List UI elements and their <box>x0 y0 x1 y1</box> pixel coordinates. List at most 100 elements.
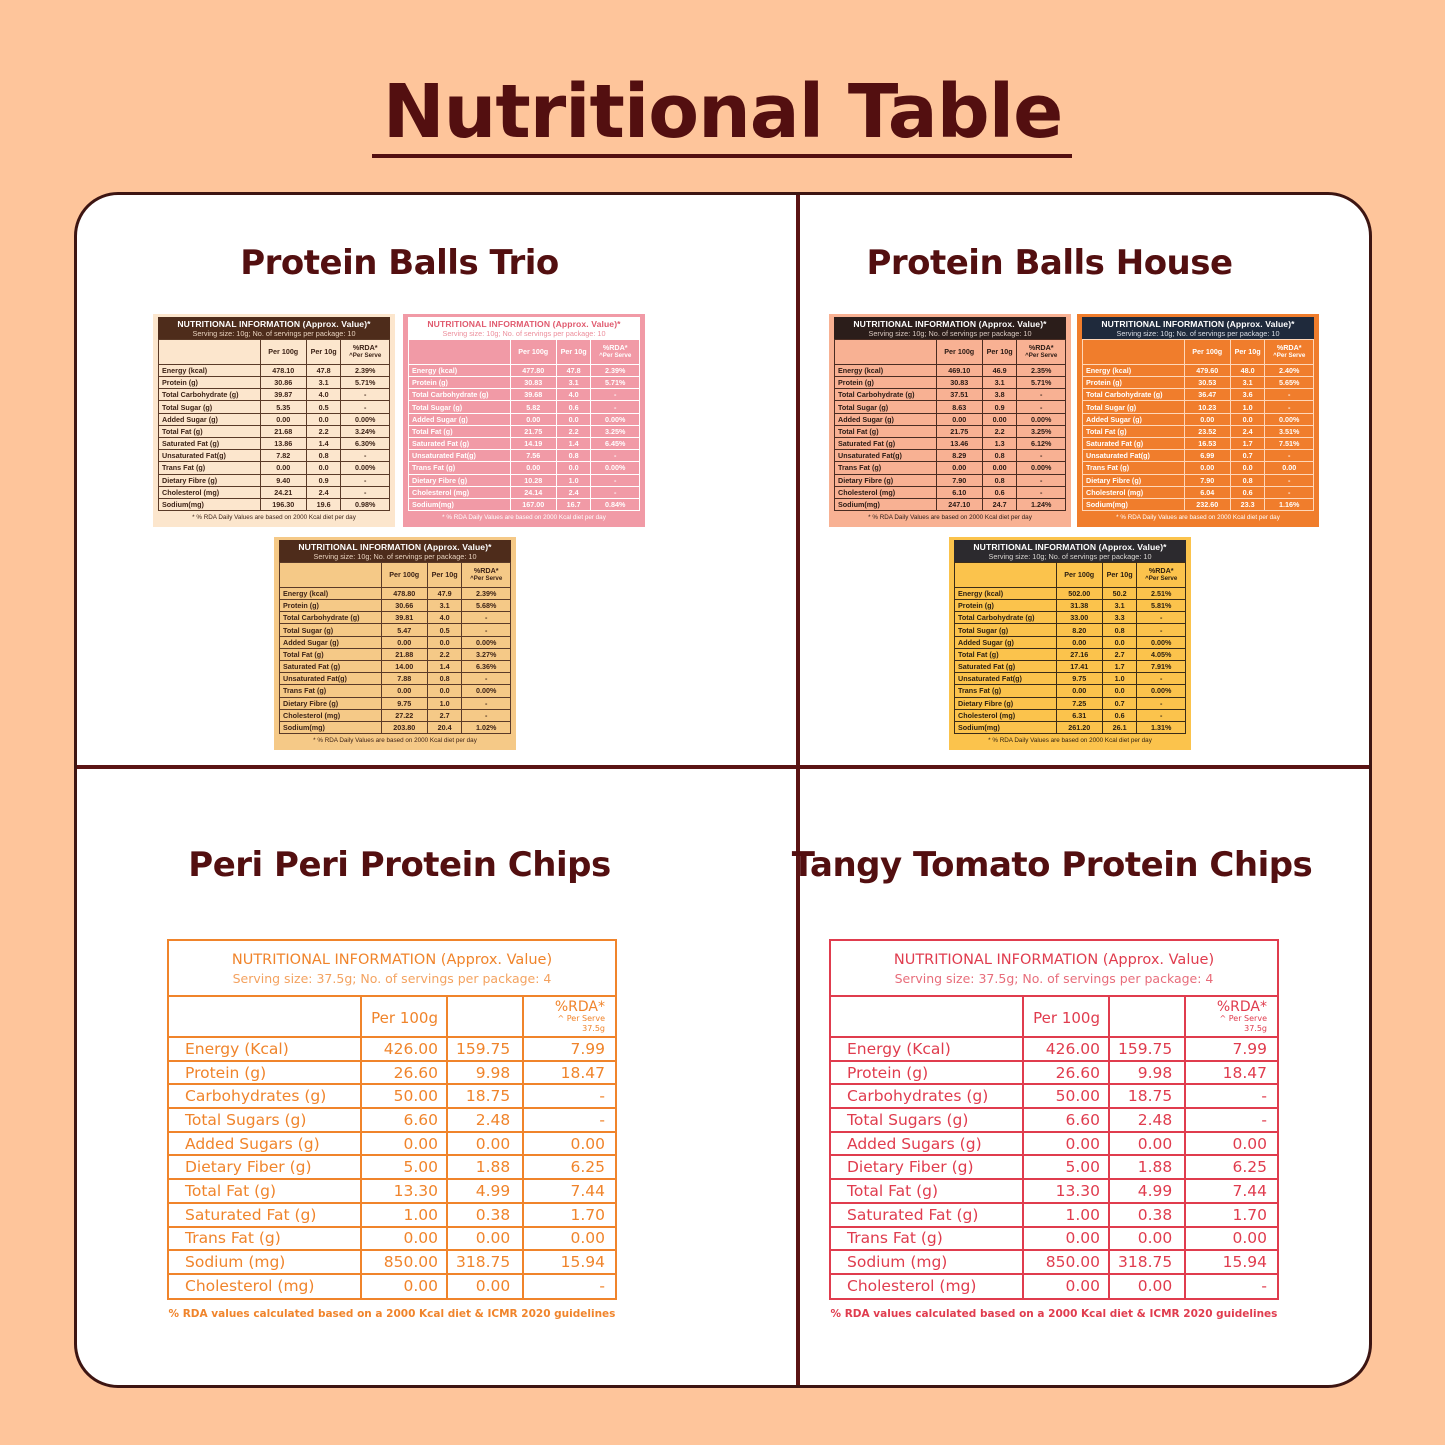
value-rda: - <box>523 1084 615 1110</box>
value-per-10g: 1.7 <box>1101 660 1138 674</box>
value-per-100g: 50.00 <box>361 1084 448 1110</box>
table-row: Dietary Fibre (g) 7.25 0.7- <box>954 696 1186 710</box>
chips-nutrition-table-peri: NUTRITIONAL INFORMATION (Approx. Value) … <box>167 939 617 1320</box>
value-per-10g: 3.1 <box>1101 599 1138 613</box>
header-per-100g: Per 100g <box>259 338 307 365</box>
card-serving-info: Serving size: 10g; No. of servings per p… <box>988 551 1152 561</box>
value-per-10g: 48.0 <box>1229 363 1266 378</box>
nutrient-label: Saturated Fat (g) <box>1082 437 1185 451</box>
value-rda: 2.39% <box>590 363 640 378</box>
value-per-serve: 4.99 <box>447 1179 525 1204</box>
rda-label: %RDA* <box>352 342 378 352</box>
header-nutrient <box>279 561 382 588</box>
value-rda: 3.25% <box>1016 424 1066 439</box>
card-footnote: * % RDA Daily Values are based on 2000 K… <box>442 514 606 522</box>
value-rda: 5.71% <box>340 376 390 390</box>
nutrition-table: Per 100g Per 10g %RDA* ^Per Serve Energy … <box>954 561 1186 735</box>
table-row: Saturated Fat (g) 14.00 1.4 6.36% <box>279 660 511 674</box>
header-per-100g: Per 100g <box>1055 561 1103 588</box>
nutrient-label: Cholesterol (mg) <box>1082 485 1185 499</box>
nutrient-label: Total Carbohydrate (g) <box>834 388 937 402</box>
table-row: Cholesterol (mg) 24.21 2.4- <box>158 485 390 499</box>
table-row: Added Sugar (g) 0.00 0.00 0.00% <box>834 412 1066 426</box>
value-per-100g: 0.00 <box>1023 1273 1110 1298</box>
table-row: Trans Fat (g) 0.00 0.0 0.00% <box>279 684 511 698</box>
value-per-100g: 6.04 <box>1183 485 1231 499</box>
chips-header: NUTRITIONAL INFORMATION (Approx. Value) … <box>169 941 615 997</box>
header-per-serve <box>1109 997 1187 1038</box>
table-row: Protein (g) 30.66 3.1 5.68% <box>279 599 511 613</box>
value-rda: 7.99 <box>1185 1037 1277 1062</box>
value-rda: 6.36% <box>461 660 511 674</box>
value-per-serve: 9.98 <box>447 1060 525 1086</box>
value-per-100g: 13.30 <box>1023 1179 1110 1204</box>
value-per-100g: 26.60 <box>361 1060 448 1086</box>
rda-sub-label: ^Per Serve <box>599 351 632 359</box>
nutrient-label: Total Fat (g) <box>831 1179 1024 1204</box>
chips-table-box: NUTRITIONAL INFORMATION (Approx. Value) … <box>829 939 1279 1300</box>
value-per-10g: 0.0 <box>1101 684 1138 698</box>
table-row: Total Sugar (g) 8.63 0.9- <box>834 400 1066 414</box>
value-per-100g: 33.00 <box>1055 611 1103 625</box>
value-rda: 0.00% <box>1264 412 1314 426</box>
value-rda: - <box>1264 485 1314 499</box>
value-per-100g: 0.00 <box>380 684 428 698</box>
value-per-10g: 2.2 <box>426 647 463 662</box>
table-row: Energy (kcal) 478.80 47.9 2.39% <box>279 586 511 601</box>
value-per-10g: 0.0 <box>305 412 342 426</box>
table-row: Sodium(mg) 247.10 24.7 1.24% <box>834 497 1066 512</box>
header-per-100g: Per 100g <box>1183 338 1231 365</box>
value-per-100g: 0.00 <box>361 1131 448 1157</box>
value-per-10g: 2.2 <box>555 424 592 439</box>
nutrition-table: Per 100g Per 10g %RDA* ^Per Serve Energy … <box>408 338 640 512</box>
table-row: Sodium(mg) 167.00 16.7 0.84% <box>408 497 640 512</box>
card-serving-info: Serving size: 10g; No. of servings per p… <box>192 328 356 338</box>
value-per-serve: 0.38 <box>447 1202 525 1228</box>
value-per-100g: 0.00 <box>509 461 557 475</box>
chips-header-row: Per 100g %RDA* ^ Per Serve 37.5g <box>169 997 615 1038</box>
value-per-10g: 1.0 <box>426 696 463 710</box>
value-per-10g: 46.9 <box>981 363 1018 378</box>
table-row: Protein (g) 26.60 9.98 18.47 <box>169 1060 615 1086</box>
value-per-100g: 30.53 <box>1183 376 1231 390</box>
value-per-100g: 478.10 <box>259 363 307 378</box>
value-rda: 5.65% <box>1264 376 1314 390</box>
nutrient-label: Carbohydrates (g) <box>169 1084 362 1110</box>
value-rda: 6.25 <box>1185 1155 1277 1181</box>
value-per-100g: 31.38 <box>1055 599 1103 613</box>
value-per-100g: 21.68 <box>259 424 307 439</box>
value-per-100g: 5.35 <box>259 400 307 414</box>
table-row: Added Sugar (g) 0.00 0.0 0.00% <box>158 412 390 426</box>
value-per-100g: 7.90 <box>935 473 983 487</box>
table-header-row: Per 100g Per 10g %RDA* ^Per Serve <box>158 338 390 365</box>
value-per-100g: 30.83 <box>509 376 557 390</box>
nutrient-label: Saturated Fat (g) <box>834 437 937 451</box>
nutrient-label: Added Sugars (g) <box>169 1131 362 1157</box>
table-row: Dietary Fiber (g) 5.00 1.88 6.25 <box>169 1155 615 1181</box>
table-row: Energy (kcal) 478.10 47.8 2.39% <box>158 363 390 378</box>
value-rda: - <box>1185 1108 1277 1133</box>
table-row: Saturated Fat (g) 1.00 0.38 1.70 <box>831 1202 1277 1228</box>
header-nutrient <box>954 561 1057 588</box>
nutrient-label: Cholesterol (mg) <box>158 485 261 499</box>
nutrient-label: Total Carbohydrate (g) <box>1082 388 1185 402</box>
nutrient-label: Trans Fat (g) <box>408 461 511 475</box>
value-rda: - <box>461 623 511 637</box>
value-rda: - <box>1264 400 1314 414</box>
nutrient-label: Total Fat (g) <box>954 647 1057 662</box>
value-per-100g: 0.00 <box>1055 684 1103 698</box>
header-rda: %RDA* ^Per Serve <box>1136 561 1186 588</box>
value-rda: 3.27% <box>461 647 511 662</box>
value-per-100g: 10.23 <box>1183 400 1231 414</box>
value-rda: - <box>1261 1277 1267 1296</box>
nutrient-label: Energy (kcal) <box>408 363 511 378</box>
nutrient-label: Cholesterol (mg) <box>169 1273 362 1298</box>
value-per-serve: 2.48 <box>1109 1108 1187 1133</box>
value-per-serve: 0.00 <box>447 1273 525 1298</box>
table-row: Total Fat (g) 21.75 2.2 3.25% <box>408 424 640 439</box>
value-per-100g: 5.00 <box>361 1155 448 1181</box>
chips-header-title: NUTRITIONAL INFORMATION (Approx. Value) <box>231 952 553 968</box>
header-per-100g: Per 100g <box>1023 997 1110 1038</box>
value-rda: - <box>1136 708 1186 722</box>
value-per-100g: 469.10 <box>935 363 983 378</box>
